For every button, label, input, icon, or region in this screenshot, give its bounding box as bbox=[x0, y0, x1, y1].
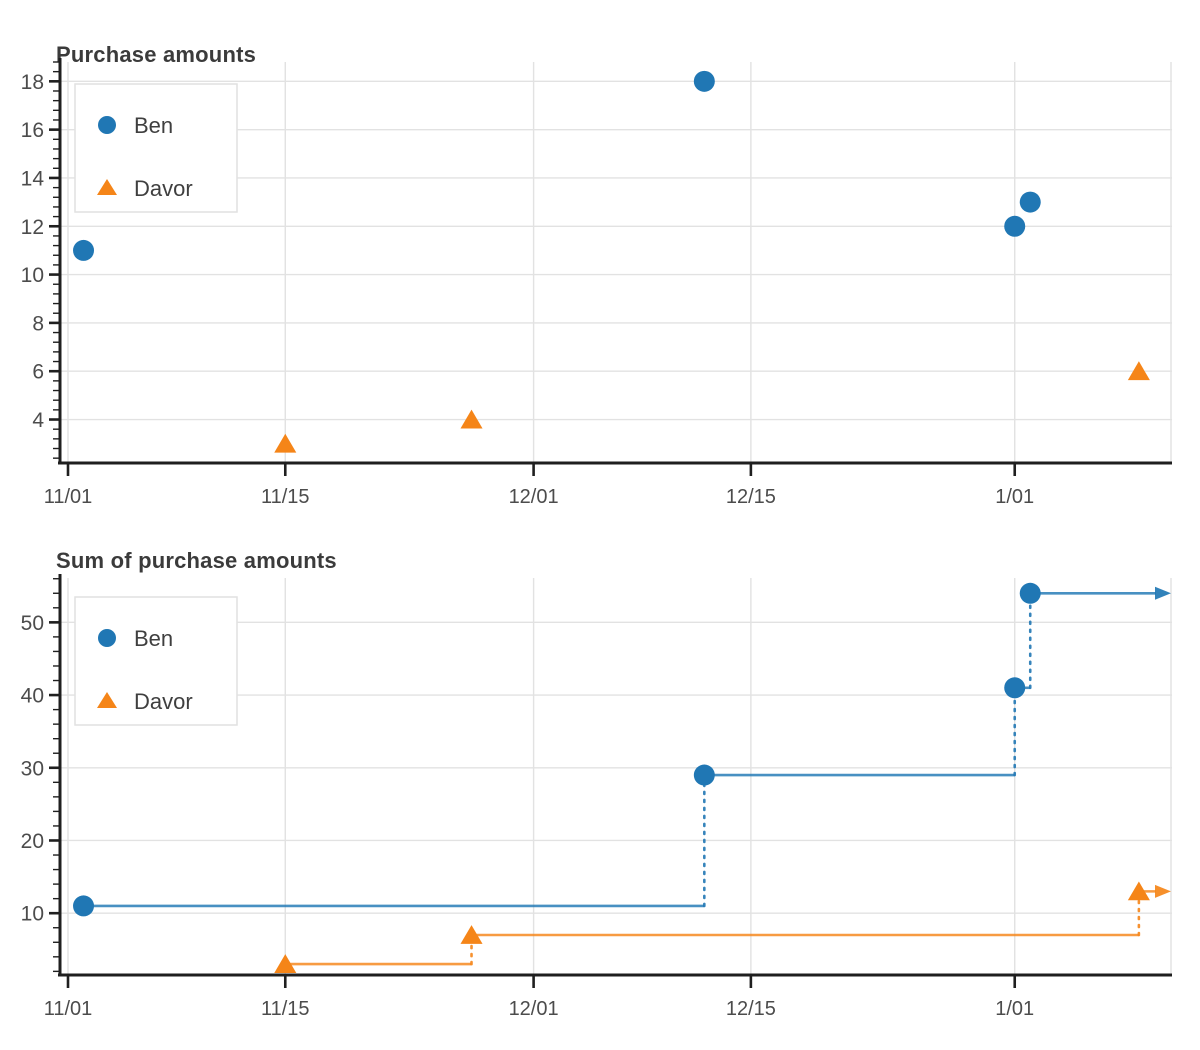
legend-davor-marker bbox=[97, 179, 117, 195]
davor-arrowhead bbox=[1155, 884, 1171, 898]
ben-point bbox=[73, 895, 95, 917]
legend-davor-marker bbox=[97, 692, 117, 708]
x-tick-label: 12/15 bbox=[726, 998, 776, 1020]
x-tick-label: 11/15 bbox=[261, 486, 310, 508]
y-tick-label: 16 bbox=[21, 119, 44, 142]
y-tick-label: 40 bbox=[21, 685, 44, 708]
x-tick-label: 11/15 bbox=[261, 998, 310, 1020]
legend: Ben Davor bbox=[74, 83, 238, 213]
y-tick-label: 20 bbox=[21, 830, 44, 853]
x-tick-label: 11/01 bbox=[44, 998, 93, 1020]
ben-arrowhead bbox=[1155, 586, 1171, 600]
davor-point bbox=[460, 409, 483, 429]
ben-point bbox=[1004, 215, 1026, 237]
davor-point bbox=[1127, 361, 1150, 381]
legend-ben-marker bbox=[98, 629, 116, 647]
davor-point bbox=[460, 925, 483, 944]
davor-point bbox=[274, 954, 297, 974]
purchase-amounts-chart: 4 6 8 10 12 14 16 18 11/01 11/15 12/01 12/15 1/01 Ben… bbox=[21, 58, 1172, 508]
y-tick-label: 8 bbox=[32, 312, 44, 335]
y-tick-label: 4 bbox=[32, 409, 44, 432]
x-tick-label: 1/01 bbox=[995, 998, 1034, 1020]
x-tick-label: 12/15 bbox=[726, 486, 776, 508]
ben-point bbox=[1019, 582, 1041, 604]
legend-ben-marker bbox=[98, 116, 116, 134]
ben-point bbox=[693, 70, 715, 92]
ben-point bbox=[73, 239, 95, 261]
ben-point bbox=[1019, 191, 1041, 213]
y-tick-label: 10 bbox=[21, 903, 44, 926]
y-tick-label: 18 bbox=[21, 71, 44, 94]
purchase-amounts-title: Purchase amounts bbox=[56, 42, 257, 68]
x-tick-label: 12/01 bbox=[509, 998, 559, 1020]
legend-label-davor: Davor bbox=[134, 176, 193, 201]
legend-label-ben: Ben bbox=[134, 626, 173, 651]
legend-label-ben: Ben bbox=[134, 113, 173, 138]
y-tick-label: 12 bbox=[21, 216, 44, 239]
y-tick-label: 14 bbox=[21, 167, 45, 190]
x-tick-label: 1/01 bbox=[995, 486, 1034, 508]
legend: Ben Davor bbox=[74, 596, 238, 726]
davor-point bbox=[1127, 881, 1150, 901]
ben-point bbox=[1004, 677, 1026, 699]
davor-point bbox=[274, 433, 297, 453]
y-tick-label: 10 bbox=[21, 264, 44, 287]
legend-label-davor: Davor bbox=[134, 689, 193, 714]
x-tick-label: 12/01 bbox=[509, 486, 559, 508]
y-tick-label: 30 bbox=[21, 757, 44, 780]
y-tick-label: 50 bbox=[21, 612, 44, 635]
sum-of-purchase-amounts-title: Sum of purchase amounts bbox=[56, 548, 337, 574]
sum-of-purchase-amounts-chart: 10 20 30 40 50 11/01 11/15 12/01 12/15 1/01 Ben Dav… bbox=[21, 574, 1172, 1020]
ben-point bbox=[693, 764, 715, 786]
x-tick-label: 11/01 bbox=[44, 486, 93, 508]
y-tick-label: 6 bbox=[32, 361, 44, 384]
